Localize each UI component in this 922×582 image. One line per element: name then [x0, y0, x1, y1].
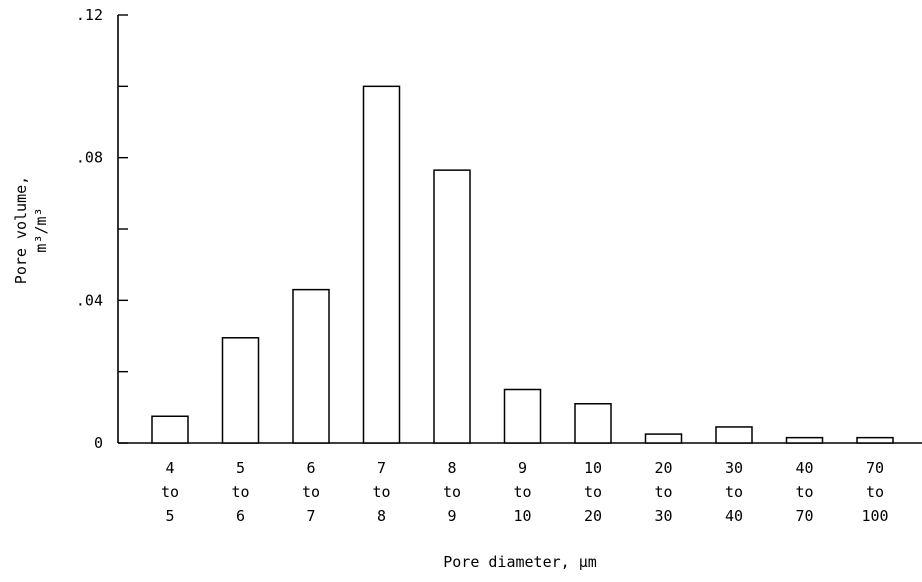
y-tick-label: .04 — [76, 291, 103, 309]
x-category-label: 4 — [165, 459, 174, 477]
x-category-label: 8 — [447, 459, 456, 477]
bar — [151, 415, 189, 444]
x-category-label: 30 — [725, 459, 743, 477]
x-category-label: 10 — [513, 507, 531, 525]
x-category-label: to — [161, 483, 179, 501]
bars-group — [151, 85, 894, 444]
x-category-label: 9 — [518, 459, 527, 477]
bar — [785, 436, 824, 444]
y-axis-title-line1: Pore volume, — [12, 176, 30, 284]
x-category-label: 7 — [377, 459, 386, 477]
x-category-label: to — [725, 483, 743, 501]
bar — [433, 169, 471, 444]
x-category-label: to — [795, 483, 813, 501]
x-category-label: 70 — [866, 459, 884, 477]
x-category-label: to — [584, 483, 602, 501]
x-category-label: to — [372, 483, 390, 501]
bar — [503, 388, 542, 444]
x-category-label: 5 — [236, 459, 245, 477]
x-category-label: to — [513, 483, 531, 501]
bar — [856, 436, 894, 444]
x-category-label: 30 — [654, 507, 672, 525]
x-category-label: 9 — [447, 507, 456, 525]
x-category-label: 6 — [306, 459, 315, 477]
x-category-label: to — [231, 483, 249, 501]
bar — [362, 85, 401, 444]
y-tick-label: .12 — [76, 6, 103, 24]
x-category-label: 20 — [584, 507, 602, 525]
x-axis-category-labels: 4 to 5 5 to 6 6 to 7 7 to 8 8 to 9 9 to 10 10 to 20 20 to 30 30 t… — [161, 459, 889, 525]
bar — [221, 337, 260, 444]
bar — [644, 433, 683, 444]
bar — [715, 426, 753, 444]
x-category-label: 5 — [165, 507, 174, 525]
x-axis-title: Pore diameter, μm — [443, 553, 597, 571]
x-category-label: to — [443, 483, 461, 501]
y-axis-ticks: 0 .04 .08 .12 — [76, 6, 128, 452]
y-axis-title-unit: m³/m³ — [32, 207, 50, 252]
x-category-label: to — [654, 483, 672, 501]
y-tick-label: .08 — [76, 149, 103, 167]
x-category-label: 6 — [236, 507, 245, 525]
x-category-label: 40 — [795, 459, 813, 477]
x-category-label: to — [866, 483, 884, 501]
x-category-label: to — [302, 483, 320, 501]
bar — [574, 403, 612, 444]
bar — [292, 288, 330, 444]
y-tick-label: 0 — [94, 434, 103, 452]
y-axis-title: Pore volume, m³/m³ — [12, 176, 50, 284]
x-category-label: 8 — [377, 507, 386, 525]
x-category-label: 7 — [306, 507, 315, 525]
x-category-label: 40 — [725, 507, 743, 525]
x-category-label: 70 — [795, 507, 813, 525]
x-category-label: 20 — [654, 459, 672, 477]
x-category-label: 100 — [861, 507, 888, 525]
x-category-label: 10 — [584, 459, 602, 477]
